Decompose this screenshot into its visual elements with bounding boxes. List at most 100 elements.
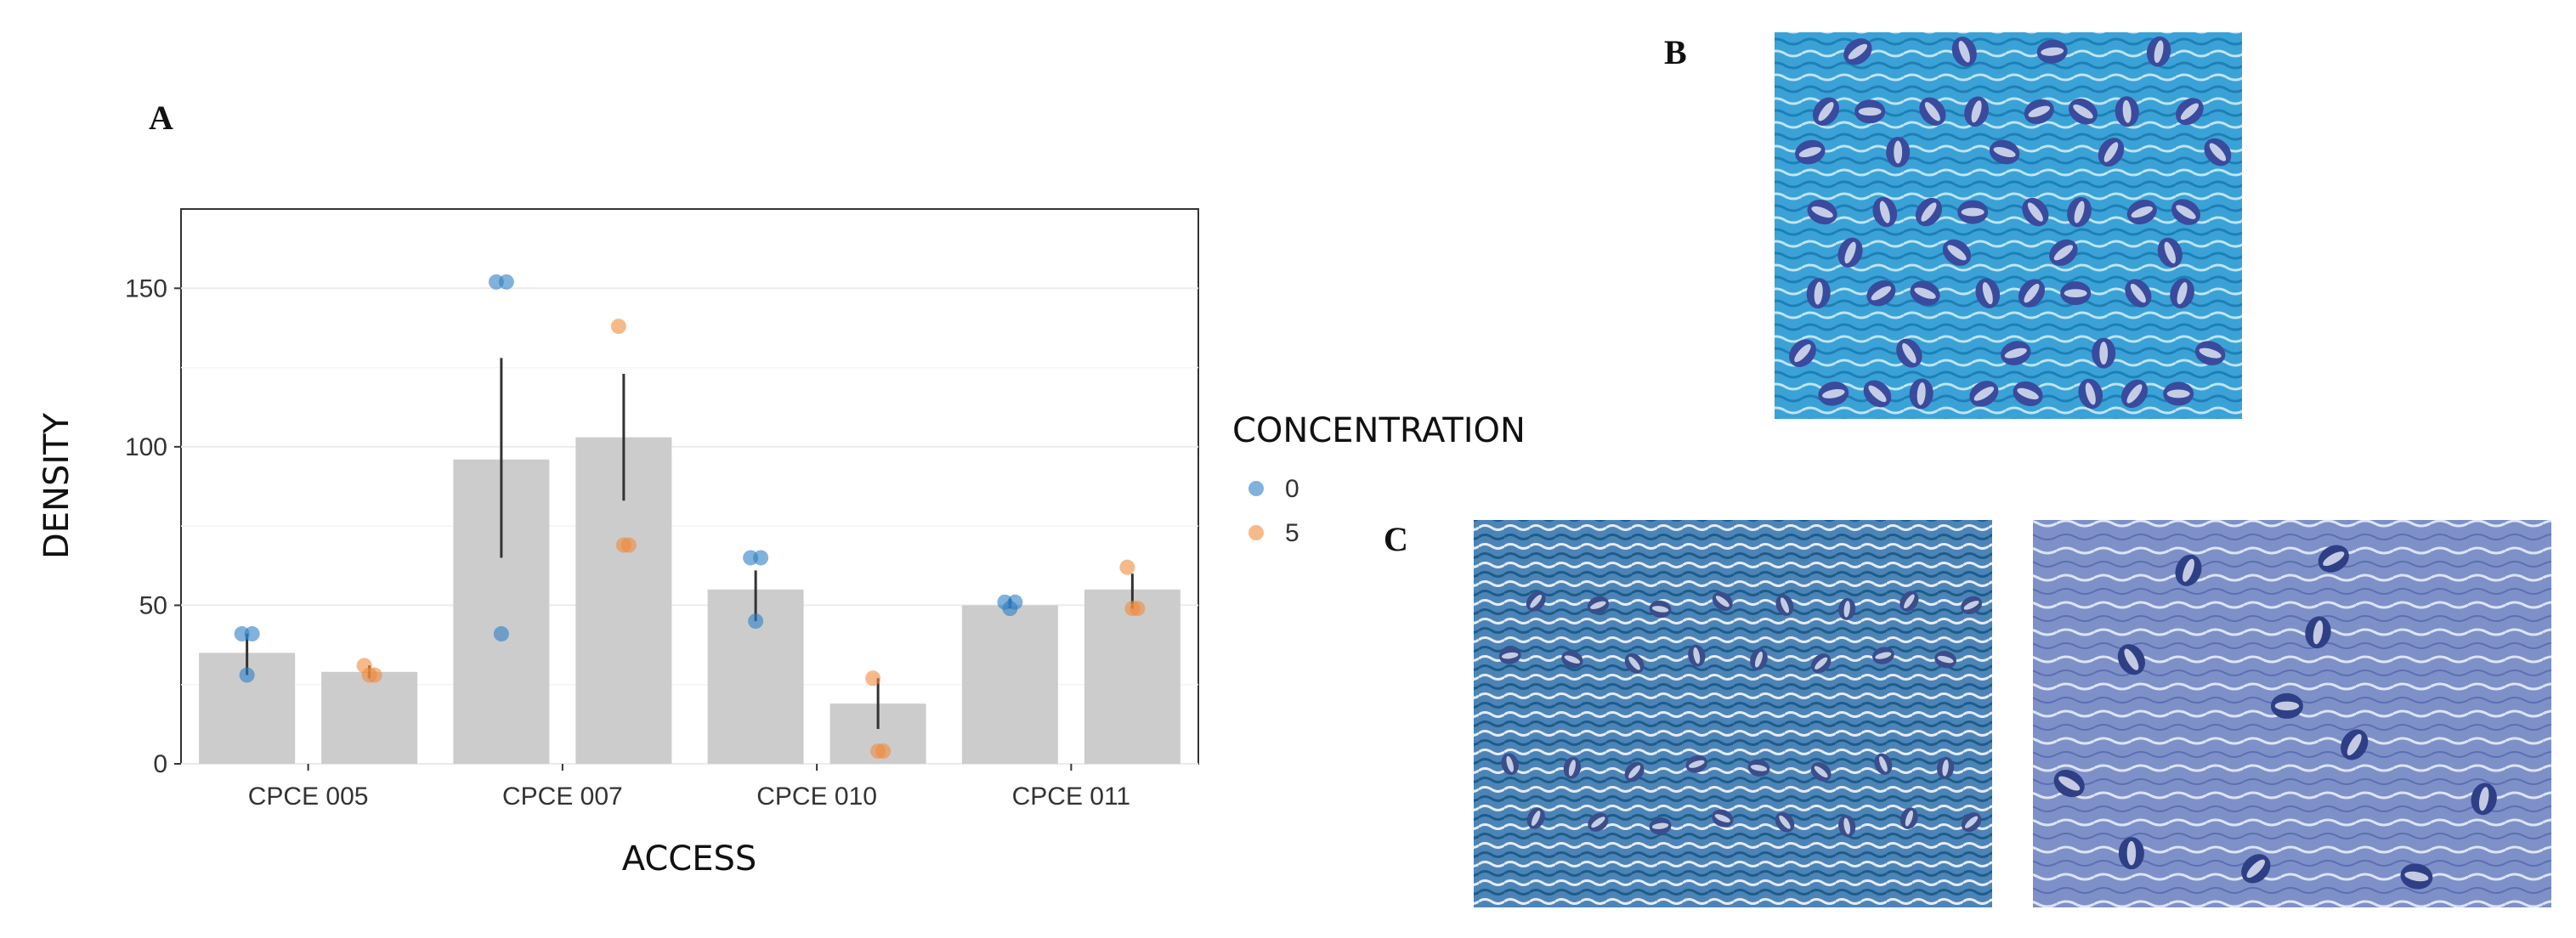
stoma-pore — [1798, 147, 1821, 158]
stoma-cell — [1942, 239, 1972, 266]
stoma-cell — [1498, 647, 1521, 664]
data-point — [1002, 601, 1018, 617]
stoma-cell — [1934, 650, 1956, 669]
stoma-cell — [1624, 761, 1645, 783]
stoma-cell — [2241, 854, 2271, 884]
stoma-pore — [1942, 760, 1949, 777]
stoma-pore — [1914, 287, 1936, 299]
stoma-cell — [1750, 648, 1768, 670]
stoma-pore — [1993, 147, 2016, 158]
stoma-pore — [1921, 202, 1937, 222]
stoma-cell — [1961, 812, 1982, 833]
stoma-cell — [1919, 97, 1946, 126]
stoma-pore — [2103, 142, 2119, 162]
stoma-cell — [1837, 237, 1863, 268]
stoma-pore — [1961, 207, 1984, 217]
stoma-pore — [2199, 348, 2222, 359]
stoma-cell — [1872, 647, 1894, 664]
stoma-cell — [1969, 381, 1999, 407]
stoma-cell — [2118, 837, 2144, 870]
data-point — [244, 626, 260, 642]
stoma-cell — [1900, 807, 1918, 829]
stoma-pore — [1568, 760, 1576, 777]
data-point — [239, 667, 255, 683]
stoma-pore — [2099, 342, 2109, 365]
stoma-cell — [1563, 756, 1582, 779]
stoma-cell — [2157, 237, 2183, 268]
stoma-pore — [2053, 245, 2074, 261]
stoma-cell — [1866, 280, 1896, 307]
stoma-cell — [2001, 341, 2031, 365]
stoma-cell — [2126, 199, 2157, 225]
stoma-pore — [1902, 342, 1916, 364]
bar — [1084, 589, 1180, 764]
stoma-pore — [2028, 105, 2051, 117]
stoma-pore — [1843, 601, 1850, 618]
stoma-pore — [2164, 241, 2176, 264]
data-point — [753, 550, 769, 566]
stoma-pore — [1973, 387, 1995, 401]
stoma-pore — [1814, 766, 1828, 778]
stoma-pore — [2404, 871, 2429, 882]
legend-key-5 — [1248, 525, 1264, 540]
stoma-pore — [1750, 764, 1768, 771]
panel-letter-a: A — [149, 99, 173, 137]
stoma-cell — [2013, 381, 2043, 407]
stoma-pore — [2180, 103, 2199, 121]
micrograph-c-left — [1474, 520, 1992, 907]
stoma-cell — [2036, 39, 2068, 64]
stoma-cell — [2115, 96, 2139, 127]
y-tick-label: 150 — [125, 274, 167, 302]
stoma-pore — [1848, 43, 1868, 59]
stoma-pore — [1937, 655, 1954, 664]
y-axis-title: DENSITY — [37, 412, 76, 559]
stoma-cell — [2022, 197, 2049, 227]
data-point — [748, 613, 764, 630]
data-point — [870, 743, 886, 760]
stoma-pore — [1844, 241, 1856, 264]
stoma-pore — [2177, 282, 2188, 305]
stoma-pore — [2064, 289, 2087, 298]
data-point — [865, 670, 881, 687]
micrograph-b — [1775, 32, 2242, 419]
data-point — [610, 319, 626, 335]
stoma-pore — [1904, 594, 1915, 608]
stoma-pore — [1530, 595, 1543, 608]
stoma-pore — [1868, 385, 1887, 403]
stoma-pore — [1564, 655, 1581, 664]
micrograph-c-left-background — [1474, 520, 1992, 907]
stoma-pore — [2313, 620, 2324, 645]
bar — [321, 671, 418, 764]
stoma-pore — [2124, 648, 2139, 670]
x-tick-label: CPCE 011 — [1012, 783, 1131, 811]
stoma-cell — [1587, 596, 1610, 614]
stoma-pore — [1924, 102, 1940, 121]
stoma-cell — [1957, 200, 1989, 224]
stoma-cell — [1649, 600, 1672, 618]
stoma-cell — [1838, 597, 1856, 620]
stoma-cell — [1588, 812, 1609, 832]
stoma-cell — [2078, 378, 2103, 410]
x-tick-label: CPCE 010 — [756, 783, 877, 811]
stoma-cell — [2120, 379, 2149, 409]
stoma-pore — [1971, 100, 1982, 123]
y-axis-ticks: 0 50 100 150 — [125, 274, 181, 778]
stoma-cell — [2204, 138, 2232, 167]
stoma-cell — [1961, 596, 1983, 614]
stoma-pore — [1651, 822, 1669, 829]
stoma-pore — [2183, 558, 2194, 582]
data-points — [234, 274, 1146, 760]
stoma-pore — [1506, 755, 1514, 772]
stoma-cell — [2194, 341, 2226, 365]
stoma-pore — [1781, 597, 1789, 613]
stoma-cell — [2146, 36, 2171, 67]
stoma-cell — [1810, 653, 1832, 674]
micrograph-b-cells — [1789, 36, 2232, 410]
stoma-cell — [1910, 280, 1940, 306]
stoma-cell — [1807, 199, 1837, 225]
stoma-pore — [2154, 40, 2164, 64]
stoma-pore — [1958, 41, 1970, 63]
data-point — [361, 667, 377, 683]
stoma-pore — [2323, 551, 2345, 567]
